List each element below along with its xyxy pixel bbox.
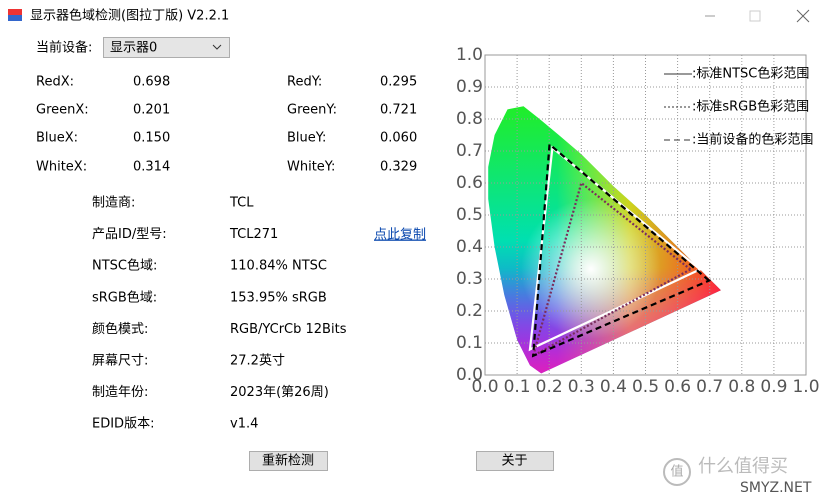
coord-value: 0.314	[133, 160, 170, 175]
legend-label: :当前设备的色彩范围	[692, 132, 813, 148]
plot-border	[484, 54, 807, 376]
x-tick-label: 0.7	[696, 377, 723, 397]
device-select[interactable]	[103, 37, 230, 58]
info-value: 2023年(第26周)	[230, 385, 329, 400]
coord-value: 0.201	[133, 103, 170, 118]
info-label: 制造年份:	[92, 385, 148, 400]
coord-label: BlueX:	[36, 131, 78, 146]
watermark-site: 什么值得买	[698, 456, 788, 477]
info-label: 产品ID/型号:	[92, 227, 167, 242]
coord-value: 0.295	[380, 75, 417, 90]
watermark-icon	[663, 458, 691, 486]
coord-label: GreenX:	[36, 103, 89, 118]
y-tick-label: 0.3	[456, 269, 483, 289]
info-label: NTSC色域:	[92, 258, 157, 274]
info-label: 制造商:	[92, 196, 135, 211]
x-tick-label: 0.0	[471, 377, 498, 397]
x-tick-label: 0.3	[568, 377, 595, 397]
button[interactable]	[249, 451, 328, 471]
x-tick-label: 0.9	[760, 377, 787, 397]
copy-link[interactable]: 点此复制	[374, 228, 426, 243]
info-label: sRGB色域:	[92, 289, 157, 305]
window-title: 显示器色域检测(图拉丁版) V2.2.1	[30, 8, 229, 24]
info-label: 颜色模式:	[92, 321, 148, 337]
y-tick-label: 0.1	[456, 333, 483, 353]
coord-label: GreenY:	[287, 103, 337, 118]
info-value: RGB/YCrCb 12Bits	[230, 322, 347, 337]
x-tick-label: 0.2	[536, 377, 563, 397]
info-value: 27.2英寸	[230, 354, 285, 369]
maximize-button[interactable]	[749, 10, 761, 22]
x-tick-label: 1.0	[792, 377, 819, 397]
device-selected: 显示器0	[110, 41, 157, 56]
info-value: v1.4	[230, 417, 258, 432]
gamut-triangle	[531, 142, 712, 358]
button-label[interactable]: 关于	[501, 454, 527, 469]
y-tick-label: 1.0	[456, 45, 483, 65]
x-tick-label: 0.5	[632, 377, 659, 397]
button[interactable]	[476, 451, 554, 471]
info-label: 屏幕尺寸:	[92, 354, 148, 369]
coord-label: RedX:	[36, 75, 74, 90]
y-tick-label: 0.4	[456, 237, 483, 257]
y-tick-label: 0.8	[456, 109, 483, 129]
info-value: 110.84% NTSC	[230, 259, 327, 274]
info-label: EDID版本:	[92, 417, 154, 432]
app-icon-part	[8, 15, 22, 21]
button-label[interactable]: 重新检测	[262, 453, 314, 469]
coord-label: WhiteX:	[36, 160, 87, 175]
legend-label: :标准NTSC色彩范围	[692, 66, 809, 82]
coord-value: 0.150	[133, 131, 170, 146]
coord-label: RedY:	[287, 75, 322, 90]
x-tick-label: 0.6	[664, 377, 691, 397]
coord-value: 0.060	[380, 131, 417, 146]
info-value: TCL271	[229, 227, 278, 242]
coord-value: 0.698	[133, 75, 170, 90]
coord-value: 0.329	[380, 160, 417, 175]
x-tick-label: 0.1	[504, 377, 531, 397]
close-button[interactable]	[796, 9, 810, 23]
watermark-icon-text: 值	[670, 464, 683, 480]
info-value: 153.95% sRGB	[230, 290, 327, 305]
dropdown-arrow	[212, 44, 222, 50]
gamut-triangle	[531, 181, 693, 359]
y-tick-label: 0.9	[456, 77, 483, 97]
coord-label: WhiteY:	[287, 160, 335, 175]
watermark-url: SMYZ.NET	[740, 480, 812, 496]
device-label: 当前设备:	[36, 40, 92, 56]
y-tick-label: 0.2	[456, 301, 483, 321]
legend-label: :标准sRGB色彩范围	[692, 99, 809, 115]
y-tick-label: 0.6	[456, 173, 483, 193]
y-tick-label: 0.7	[456, 141, 483, 161]
coord-label: BlueY:	[287, 131, 326, 146]
x-tick-label: 0.8	[728, 377, 755, 397]
x-tick-label: 0.4	[600, 377, 627, 397]
y-tick-label: 0.5	[456, 205, 483, 225]
y-tick-label: 0.0	[456, 365, 483, 385]
coord-value: 0.721	[380, 103, 417, 118]
info-value: TCL	[229, 196, 254, 211]
